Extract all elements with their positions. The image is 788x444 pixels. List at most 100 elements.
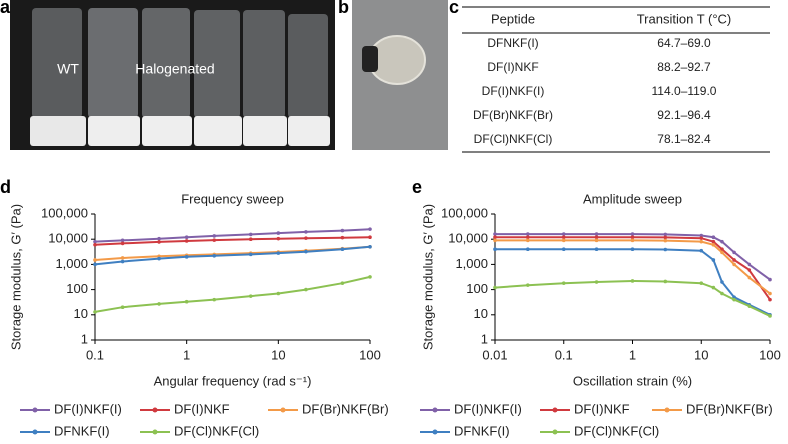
- data-point: [711, 258, 716, 262]
- data-point: [630, 235, 635, 240]
- data-point: [594, 235, 599, 240]
- data-point: [732, 297, 736, 302]
- series-line: [495, 239, 771, 295]
- data-point: [594, 280, 599, 284]
- data-point: [711, 285, 716, 290]
- legend-marker: [32, 429, 38, 435]
- table-cell: DFNKF(I): [487, 36, 538, 50]
- x-tick-label: 0.01: [482, 347, 507, 362]
- y-tick-label: 1,000: [455, 256, 488, 271]
- data-point: [493, 235, 497, 240]
- legend-label: DF(I)NKF(I): [454, 401, 522, 416]
- vial: [243, 10, 285, 118]
- cap: [194, 116, 242, 146]
- cap: [30, 116, 86, 146]
- data-point: [747, 275, 752, 280]
- data-point: [368, 235, 372, 240]
- y-tick-label: 100: [466, 281, 488, 296]
- data-point: [276, 291, 281, 296]
- data-point: [526, 235, 530, 240]
- data-point: [304, 236, 308, 240]
- data-point: [120, 256, 125, 260]
- data-point: [93, 262, 97, 267]
- data-point: [304, 287, 308, 292]
- data-point: [747, 304, 752, 308]
- x-tick-label: 10: [694, 347, 708, 362]
- vial: [194, 10, 240, 118]
- data-point: [561, 281, 566, 285]
- cap: [88, 116, 140, 146]
- legend-marker: [432, 407, 438, 413]
- series-line: [495, 233, 771, 281]
- y-tick-label: 1: [81, 331, 88, 346]
- data-point: [594, 238, 599, 243]
- data-point: [157, 256, 161, 261]
- series-line: [495, 248, 771, 316]
- data-point: [711, 242, 716, 247]
- data-point: [711, 239, 716, 244]
- vial: [142, 8, 190, 118]
- data-point: [561, 247, 566, 252]
- data-point: [368, 227, 372, 231]
- data-point: [663, 247, 668, 252]
- data-point: [699, 236, 704, 240]
- data-point: [561, 238, 566, 243]
- data-point: [120, 259, 125, 264]
- y-tick-label: 100: [66, 281, 88, 296]
- panel-label: b: [338, 0, 349, 17]
- x-tick-label: 10: [271, 347, 285, 362]
- data-point: [747, 262, 752, 267]
- data-point: [768, 314, 772, 318]
- data-point: [304, 249, 308, 254]
- charts: d Frequency sweep 1 10 100 1,000 10,000 100,000…: [0, 177, 781, 439]
- table-cell: 114.0–119.0: [652, 84, 717, 98]
- x-tick-label: 1: [629, 347, 636, 362]
- data-point: [120, 305, 125, 310]
- table-cell: 88.2–92.7: [657, 60, 711, 74]
- data-point: [340, 281, 345, 285]
- data-point: [184, 239, 189, 243]
- data-point: [248, 252, 253, 257]
- data-point: [663, 232, 668, 237]
- cap: [243, 116, 287, 146]
- x-tick-label: 100: [359, 347, 381, 362]
- data-point: [630, 232, 635, 236]
- panel-label: c: [449, 0, 459, 17]
- data-point: [157, 236, 161, 241]
- series-line: [495, 236, 771, 301]
- legend-marker: [664, 407, 670, 413]
- y-tick-label: 10: [74, 306, 88, 321]
- data-point: [699, 233, 704, 238]
- data-point: [720, 247, 724, 252]
- legend-label: DFNKF(I): [54, 423, 110, 438]
- x-tick-label: 0.1: [555, 347, 573, 362]
- data-point: [699, 248, 704, 253]
- data-point: [120, 241, 125, 246]
- data-point: [120, 238, 125, 243]
- cap: [288, 116, 330, 146]
- data-point: [699, 281, 704, 285]
- data-point: [93, 239, 97, 244]
- data-point: [720, 280, 724, 284]
- legend-label: DF(Br)NKF(Br): [302, 401, 389, 416]
- data-point: [340, 247, 345, 252]
- data-point: [184, 235, 189, 240]
- data-point: [630, 279, 635, 283]
- data-point: [304, 230, 308, 234]
- chart-title: Amplitude sweep: [583, 191, 682, 206]
- series-line: [94, 236, 371, 246]
- y-tick-label: 1: [481, 331, 488, 346]
- data-point: [368, 275, 372, 279]
- legend-marker: [152, 407, 158, 413]
- data-point: [526, 283, 530, 287]
- data-point: [157, 240, 161, 244]
- legend-marker: [552, 429, 558, 435]
- data-point: [276, 236, 281, 241]
- data-point: [663, 279, 668, 284]
- legend-label: DF(I)NKF: [574, 401, 630, 416]
- data-point: [526, 232, 530, 236]
- data-point: [526, 238, 530, 243]
- y-axis-label: Storage modulus, G′ (Pa): [8, 204, 23, 350]
- table-header: Transition T (°C): [637, 11, 732, 26]
